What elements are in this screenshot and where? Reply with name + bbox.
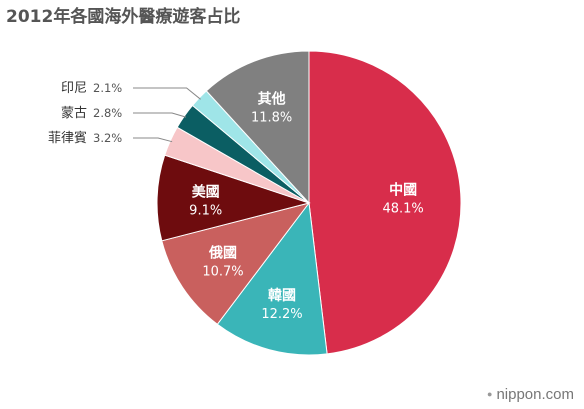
pie-slice-2 xyxy=(161,202,311,325)
slice-label-value-7: 11.8% xyxy=(251,111,292,126)
slice-label-name-3: 美國 xyxy=(192,183,220,200)
pie-slice-1 xyxy=(216,201,328,356)
outside-label-name-4: 菲律賓 xyxy=(48,130,87,146)
slice-label-value-3: 9.1% xyxy=(189,203,222,218)
slice-label-value-2: 10.7% xyxy=(202,264,243,279)
outside-label-name-5: 蒙古 xyxy=(61,106,87,121)
slice-label-value-1: 12.2% xyxy=(261,307,302,322)
pie-slice-3 xyxy=(156,154,311,242)
watermark-text: nippon.com xyxy=(496,386,574,403)
slice-label-value-0: 48.1% xyxy=(382,201,423,216)
slice-label-name-1: 韓國 xyxy=(268,287,296,304)
pie-slices xyxy=(156,50,462,356)
chart-title: 2012年各國海外醫療遊客占比 xyxy=(6,7,241,27)
outside-label-name-6: 印尼 xyxy=(61,81,87,96)
pie-slice-0 xyxy=(308,50,462,355)
outside-label-value-4: 3.2% xyxy=(93,131,122,145)
leader-line-5 xyxy=(133,112,187,118)
slice-label-name-0: 中國 xyxy=(389,181,417,198)
slice-label-name-7: 其他 xyxy=(258,91,286,108)
outside-label-value-6: 2.1% xyxy=(93,81,122,95)
pie-slice-7 xyxy=(205,50,310,205)
watermark-dot-icon: ● xyxy=(487,389,493,399)
outside-label-value-5: 2.8% xyxy=(93,106,122,120)
slice-label-name-2: 俄國 xyxy=(208,244,237,261)
nippon-watermark: ● nippon.com xyxy=(487,386,574,403)
leader-line-4 xyxy=(133,137,173,143)
pie-labels: 中國 48.1% 韓國 12.2% 俄國 10.7% 美國 9.1% 菲律賓 3.2% 蒙古 2.8%… xyxy=(48,81,424,322)
leader-line-6 xyxy=(133,87,201,100)
